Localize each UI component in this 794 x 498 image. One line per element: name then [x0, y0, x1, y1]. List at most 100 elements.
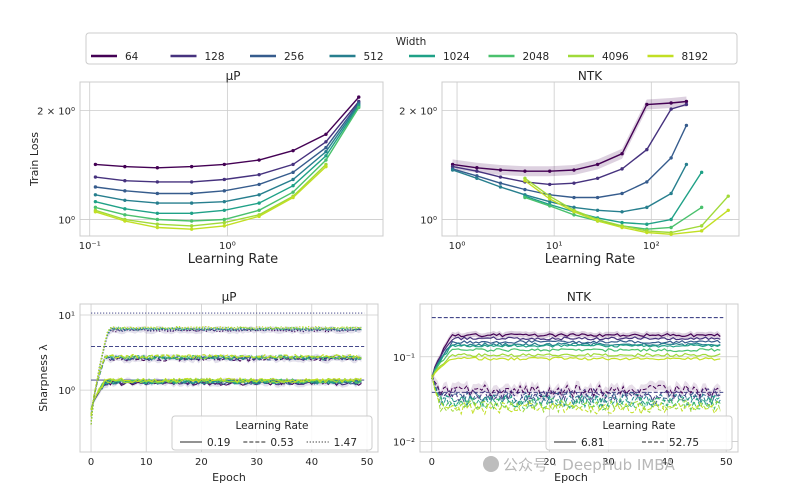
sharp-band	[91, 353, 362, 420]
data-point-512	[123, 198, 127, 202]
data-point-128	[222, 177, 227, 182]
data-point-128	[155, 180, 160, 184]
y-tick-label: 10⁰	[58, 215, 75, 226]
data-point-64	[645, 102, 649, 107]
mup-sharp-legend-entry: 0.53	[270, 437, 293, 449]
data-point-512	[93, 193, 98, 197]
data-point-4096	[189, 224, 194, 228]
x-tick-label: 0	[88, 457, 94, 468]
data-point-256	[93, 185, 98, 189]
mup-sharp-xlabel: Epoch	[212, 471, 246, 484]
data-point-8192	[523, 178, 527, 183]
data-point-128	[595, 176, 600, 180]
data-point-512	[498, 185, 503, 189]
data-point-8192	[324, 164, 328, 169]
x-tick-label: 10²	[643, 241, 660, 252]
x-tick-label: 20	[543, 457, 556, 468]
data-point-1024	[189, 211, 194, 215]
data-point-512	[572, 205, 576, 210]
x-tick-label: 10	[140, 457, 153, 468]
sharp-line-lr-52.75	[431, 375, 721, 412]
data-point-512	[450, 168, 455, 172]
data-point-256	[155, 191, 160, 196]
ntk-loss-title: NTK	[578, 69, 603, 83]
data-point-64	[548, 169, 552, 173]
data-point-4096	[726, 194, 730, 198]
legend-label-8192: 8192	[682, 51, 709, 63]
data-point-64	[222, 162, 227, 167]
data-point-8192	[572, 210, 576, 214]
data-point-2048	[291, 190, 295, 194]
data-point-256	[475, 174, 479, 178]
data-point-2048	[155, 217, 160, 222]
data-point-2048	[257, 208, 261, 213]
data-point-256	[123, 189, 127, 193]
series-line-1024	[524, 171, 703, 225]
series-line-2048	[524, 196, 702, 230]
data-point-8192	[93, 210, 98, 214]
data-point-512	[189, 201, 194, 205]
sharp-line-lr-0.53	[90, 356, 362, 416]
data-point-8192	[595, 219, 600, 223]
data-point-64	[123, 164, 127, 169]
data-point-256	[324, 145, 328, 150]
data-point-512	[324, 149, 328, 154]
data-point-4096	[155, 222, 160, 226]
data-point-2048	[189, 219, 194, 223]
y-tick-label: 10⁰	[420, 215, 437, 226]
data-point-128	[669, 107, 673, 111]
mup-sharp-title: μP	[222, 290, 237, 304]
data-point-8192	[291, 195, 295, 200]
sharp-line-lr-6.81	[431, 347, 721, 379]
y-tick-label: 10⁻²	[393, 437, 415, 448]
data-point-1024	[645, 222, 649, 226]
mup-loss-panel	[79, 81, 384, 237]
data-point-256	[257, 182, 261, 187]
series-line-4096	[95, 163, 327, 227]
data-point-512	[257, 193, 261, 197]
data-point-128	[645, 147, 649, 152]
mup-sharp-plot: 0 10 20 30 40 50 10⁰ 10¹	[58, 304, 378, 468]
watermark-icon	[483, 456, 499, 472]
data-point-128	[498, 175, 503, 179]
data-point-512	[595, 208, 600, 213]
ntk-sharp-legend-frame	[545, 415, 733, 451]
data-point-256	[669, 156, 673, 160]
data-point-256	[620, 191, 624, 196]
data-point-8192	[257, 214, 261, 219]
width-legend: Width 64 128 256 512 1024 2048 4096 8192	[85, 32, 738, 65]
ntk-sharp-legend-title: Learning Rate	[603, 420, 676, 432]
data-point-128	[620, 167, 624, 171]
data-point-128	[123, 178, 127, 183]
sharp-line-lr-6.81	[431, 342, 721, 380]
x-tick-label: 30	[602, 457, 615, 468]
sharp-line-lr-1.47	[90, 326, 362, 425]
data-point-256	[645, 180, 649, 184]
x-tick-label: 50	[361, 457, 374, 468]
data-point-64	[523, 169, 527, 173]
data-point-8192	[620, 225, 624, 230]
data-point-2048	[523, 195, 527, 200]
sharp-line-lr-1.47	[90, 327, 362, 425]
sharp-line-lr-6.81	[431, 343, 721, 379]
ntk-sharp-legend: Learning Rate 6.81 52.75	[545, 415, 733, 451]
x-tick-label: 20	[195, 457, 208, 468]
ntk-sharp-legend-entry: 52.75	[669, 437, 699, 449]
data-point-128	[475, 169, 479, 173]
legend-label-1024: 1024	[443, 51, 470, 63]
data-point-256	[572, 195, 576, 200]
data-point-64	[498, 168, 503, 172]
sharp-line-lr-0.53	[90, 356, 362, 417]
data-point-64	[684, 99, 689, 104]
mup-sharp-legend-entry: 1.47	[334, 437, 357, 449]
x-tick-label: 40	[305, 457, 318, 468]
data-point-2048	[123, 213, 127, 217]
data-point-512	[620, 210, 624, 214]
data-point-4096	[523, 176, 527, 180]
data-point-512	[222, 199, 227, 204]
sharp-line-lr-52.75	[431, 375, 721, 414]
data-point-1024	[155, 211, 160, 215]
ntk-loss-panel	[441, 81, 740, 237]
data-point-2048	[357, 105, 361, 110]
